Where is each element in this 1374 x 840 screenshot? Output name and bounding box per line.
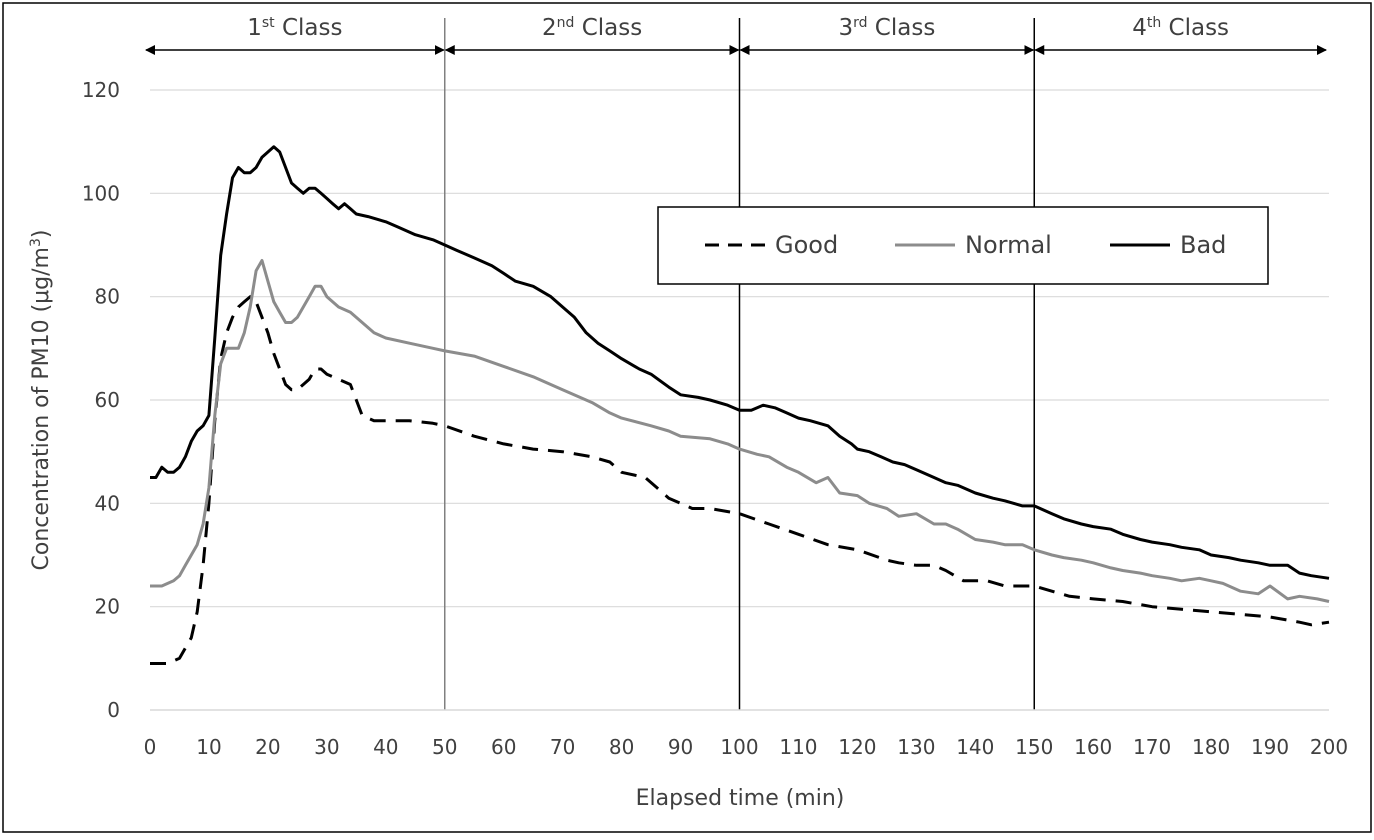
class-band-label: 1st Class (247, 15, 342, 41)
y-tick-label: 80 (95, 285, 120, 309)
class-bands: 1st Class 2nd Class 3rd Class 4th Class (145, 15, 1327, 55)
y-tick-label: 0 (107, 698, 120, 722)
x-tick-label: 170 (1133, 735, 1171, 759)
x-tick-label: 200 (1310, 735, 1348, 759)
class-band-word: Class (867, 15, 935, 41)
class-band-ordinal: th (1147, 15, 1161, 31)
y-tick-label: 40 (95, 491, 120, 515)
class-band-label: 4th Class (1132, 15, 1229, 41)
y-axis-title-end: ) (29, 230, 54, 239)
x-tick-label: 30 (314, 735, 339, 759)
y-tick-label: 20 (95, 595, 120, 619)
x-tick-label: 10 (196, 735, 221, 759)
x-tick-label: 130 (897, 735, 935, 759)
class-band-ordinal: rd (853, 15, 867, 31)
series-line-normal (150, 259, 1330, 603)
x-tick-label: 0 (144, 735, 157, 759)
x-tick-label: 110 (779, 735, 817, 759)
y-axis-title-sup: 3 (28, 238, 44, 247)
x-axis-title: Elapsed time (min) (636, 786, 845, 811)
class-band-label: 3rd Class (838, 15, 935, 41)
x-tick-label: 50 (432, 735, 457, 759)
y-tick-label: 100 (82, 181, 120, 205)
y-axis-title: Concentration of PM10 (μg/m3) (28, 230, 54, 571)
x-tick-label: 180 (1192, 735, 1230, 759)
class-band-number: 2 (542, 15, 557, 41)
x-tick-label: 140 (956, 735, 994, 759)
x-tick-label: 100 (720, 735, 758, 759)
class-band-ordinal: nd (557, 15, 575, 31)
x-tick-label: 20 (255, 735, 280, 759)
legend-label-good: Good (775, 231, 838, 259)
y-tick-label: 60 (95, 388, 120, 412)
class-band-number: 3 (838, 15, 853, 41)
x-tick-label: 40 (373, 735, 398, 759)
class-band-ordinal: st (262, 15, 275, 31)
class-band-label: 2nd Class (542, 15, 642, 41)
legend-box (657, 206, 1269, 285)
class-band-word: Class (574, 15, 642, 41)
x-tick-label: 80 (609, 735, 634, 759)
x-tick-label: 120 (838, 735, 876, 759)
y-axis-title-main: Concentration of PM10 (μg/m (29, 247, 54, 570)
x-tick-label: 70 (550, 735, 575, 759)
class-dividers (444, 18, 1035, 710)
class-band-word: Class (1161, 15, 1229, 41)
series-line-good (150, 295, 1330, 665)
legend-label-bad: Bad (1180, 231, 1226, 259)
y-tick-label: 120 (82, 78, 120, 102)
legend-label-normal: Normal (965, 231, 1052, 259)
series-lines (150, 145, 1330, 665)
x-tick-label: 190 (1251, 735, 1289, 759)
class-band-number: 4 (1132, 15, 1147, 41)
series-line-bad (150, 145, 1330, 580)
x-tick-label: 150 (1015, 735, 1053, 759)
x-tick-label: 60 (491, 735, 516, 759)
x-tick-label: 160 (1074, 735, 1112, 759)
class-band-word: Class (275, 15, 343, 41)
axes: 0 20 40 60 80 100 120 0 10 20 30 40 50 60 70 80 90 100 110… (82, 78, 1348, 759)
legend: Good Normal Bad (657, 206, 1269, 285)
x-tick-label: 90 (668, 735, 693, 759)
class-band-number: 1 (247, 15, 262, 41)
